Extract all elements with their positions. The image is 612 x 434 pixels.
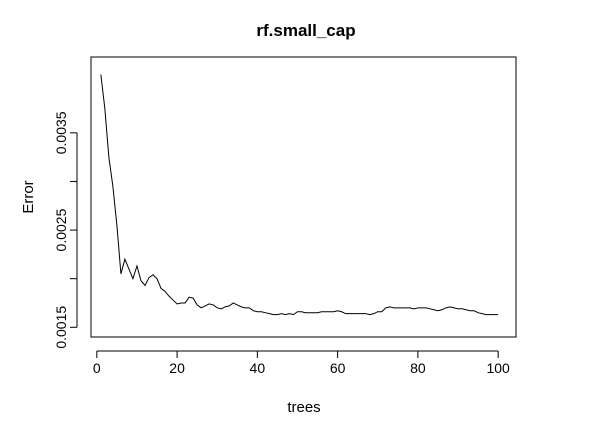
x-tick-label: 20 bbox=[169, 360, 185, 376]
y-tick-label: 0.0015 bbox=[53, 306, 69, 349]
chart-title: rf.small_cap bbox=[256, 21, 355, 40]
x-tick-label: 40 bbox=[250, 360, 266, 376]
y-tick-label: 0.0025 bbox=[53, 208, 69, 251]
x-axis: 0 20 40 60 80 100 bbox=[93, 350, 510, 376]
y-axis: 0.0015 0.0025 0.0035 bbox=[53, 111, 78, 349]
y-tick-label: 0.0035 bbox=[53, 111, 69, 154]
y-axis-label: Error bbox=[20, 180, 37, 213]
x-tick-label: 100 bbox=[486, 360, 510, 376]
x-tick-label: 60 bbox=[330, 360, 346, 376]
plot-frame bbox=[90, 56, 517, 338]
x-axis-label: trees bbox=[287, 399, 320, 416]
error-series-line bbox=[100, 74, 499, 316]
x-tick-label: 0 bbox=[93, 360, 101, 376]
x-tick-label: 80 bbox=[410, 360, 426, 376]
